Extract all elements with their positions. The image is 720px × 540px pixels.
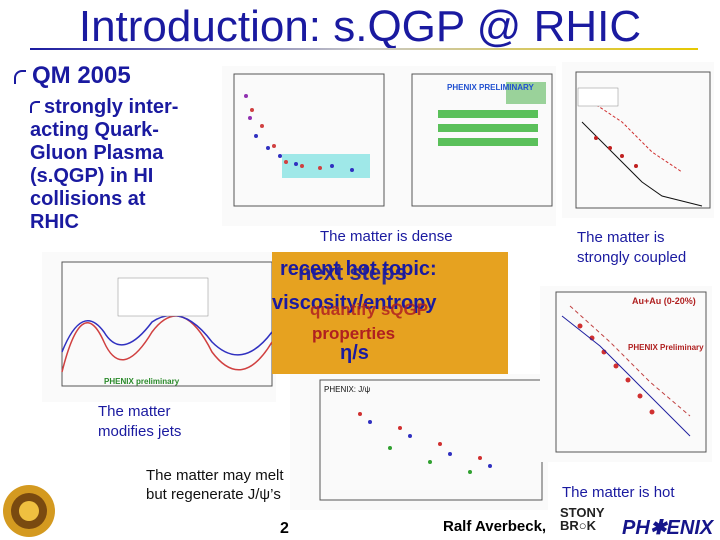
overlay-line: quantify sQGP [310,300,429,319]
phenix-prelim-label: PHENIX PRELIMINARY [447,83,534,92]
bullet-qm2005: QM 2005 [14,62,131,90]
caption-line: but regenerate J/ψ’s [146,486,281,503]
sub-line: strongly inter- [44,96,179,118]
phenix-prelim-label: PHENIX preliminary [104,377,180,386]
caption-melt: The matter may melt but regenerate J/ψ’s [146,466,284,504]
caption-coupled: The matter is strongly coupled [577,228,686,268]
gold-seal-icon [3,485,55,537]
plot-jets: PHENIX preliminary [42,252,276,402]
overlay-line: recent hot topic: [280,258,437,280]
caption-line: The matter is [577,229,665,246]
sub-line: Gluon Plasma [30,142,164,164]
caption-line: modifies jets [98,423,182,440]
caption-dense: The matter is dense [320,228,453,245]
raa-label: PHENIX: J/ψ [324,385,370,394]
plot-melt: PHENIX: J/ψ [290,374,548,510]
caption-line: The matter [98,403,171,420]
logo-text: STONY [560,505,605,520]
slide-title: Introduction: s.QGP @ RHIC [78,2,642,51]
caption-hot: The matter is hot [562,484,675,501]
author-name: Ralf Averbeck, [443,518,547,535]
bullet-label: QM 2005 [32,62,131,89]
caption-jets: The matter modifies jets [98,402,181,442]
stony-brook-logo-icon: STONY BR○K [560,506,605,532]
overlay-line: next steps [298,260,407,285]
sub-line: acting Quark- [30,119,159,141]
overlay-line: properties [312,324,396,343]
caption-line: strongly coupled [577,249,687,266]
overlay-line: η/s [340,342,369,364]
phenix-logo-icon: PH✱ENIX [622,517,714,539]
sub-line: (s.QGP) in HI [30,165,154,187]
sub-line: collisions at [30,188,146,210]
sub-bullet-text: strongly inter- acting Quark- Gluon Plas… [30,96,210,234]
overlay-line: viscosity/entropy [272,292,437,314]
phenix-prelim-label: PHENIX Preliminary [628,343,704,352]
caption-line: The matter may melt [146,467,284,484]
title-underline [30,48,698,50]
overlay-box: recent hot topic: next steps viscosity/e… [272,252,508,374]
plot-dense: PHENIX PRELIMINARY [222,66,556,226]
plot-hot: Au+Au (0-20%) PHENIX Preliminary [540,286,712,462]
bullet-swoosh-icon [30,101,40,113]
logo-text: BR○K [560,518,597,533]
sub-line: RHIC [30,211,79,233]
auau-label: Au+Au (0-20%) [632,296,696,306]
plot-coupled [562,62,714,218]
page-number: 2 [280,520,289,537]
bullet-swoosh-icon [14,69,26,84]
